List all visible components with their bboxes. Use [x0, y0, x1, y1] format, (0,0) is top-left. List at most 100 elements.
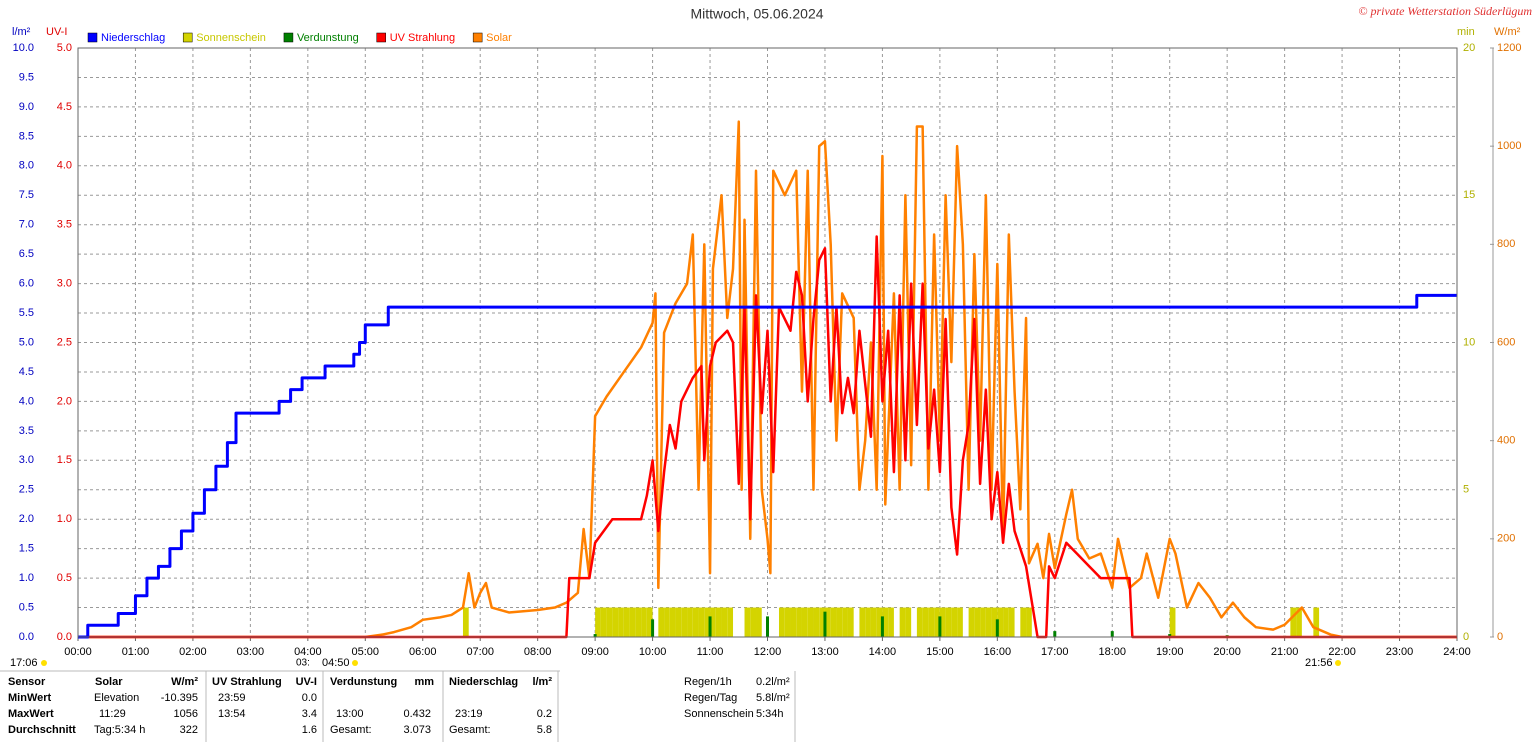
plot-frame: [77, 47, 1458, 638]
evaporation-bar: [1168, 634, 1172, 637]
sunshine-bar: [692, 607, 699, 637]
legend-swatch: [376, 32, 386, 43]
sunshine-bar: [687, 607, 693, 637]
legend-label: Verdunstung: [297, 32, 359, 44]
sunshine-bar: [801, 607, 808, 637]
y-tick-label: 2.5: [19, 484, 34, 496]
sunshine-bar: [1313, 607, 1320, 637]
evaporation-bar: [766, 616, 769, 637]
evaporation-bar: [708, 616, 712, 637]
y-tick-label: 1.0: [19, 572, 34, 584]
legend: Niederschlag Sonnenschein Verdunstung UV St…: [87, 32, 512, 44]
sun-marker: 17:06: [10, 657, 38, 669]
x-tick-label: 07:00: [466, 646, 494, 658]
evaporation-bar: [593, 634, 597, 637]
cell: W/m²: [171, 676, 198, 688]
y-tick-label: 15: [1463, 189, 1475, 201]
x-tick-label: 21:00: [1271, 646, 1299, 658]
sunshine-bar: [985, 607, 992, 637]
cell: Niederschlag: [449, 676, 518, 688]
cell: 1056: [174, 708, 198, 720]
sunshine-bar: [916, 607, 923, 637]
y-tick-label: 0.0: [57, 631, 72, 643]
y-tick-label: 3.0: [19, 454, 34, 466]
y-tick-label: 1.5: [57, 454, 72, 466]
cell: 322: [180, 724, 198, 736]
evaporation-bar: [1110, 631, 1114, 637]
cell: Gesamt:: [330, 724, 372, 736]
sunshine-bar: [847, 607, 854, 637]
y-tick-label: 4.5: [57, 101, 72, 113]
sunshine-bar: [1290, 607, 1297, 637]
sunshine-bar: [790, 607, 797, 637]
y-tick-label: 0.5: [57, 572, 72, 584]
y-tick-label: 3.0: [57, 278, 72, 290]
sunshine-bar: [980, 607, 986, 637]
sunshine-bar: [612, 607, 619, 637]
y-tick-label: 0: [1463, 631, 1469, 643]
y-tick-label: 10: [1463, 336, 1475, 348]
sunshine-bar: [756, 607, 762, 637]
x-tick-label: 09:00: [581, 646, 609, 658]
evaporation-bar: [823, 611, 827, 637]
axis-unit: UV-I: [46, 26, 67, 38]
x-tick-label: 15:00: [926, 646, 954, 658]
sunshine-bar: [796, 607, 802, 637]
sunshine-bar: [727, 607, 734, 637]
cell: 23:19: [455, 708, 483, 720]
x-tick-label: 04:00: [294, 646, 322, 658]
y-tick-label: 0.5: [19, 601, 34, 613]
cell: 0.432: [403, 708, 431, 720]
sunshine-bar: [750, 607, 757, 637]
legend-label: Solar: [486, 32, 512, 44]
legend-swatch: [472, 32, 483, 43]
sunshine-bar: [710, 607, 716, 637]
sunshine-bar: [830, 607, 837, 637]
cell: -10.395: [161, 692, 198, 704]
sunshine-bar: [715, 607, 722, 637]
x-tick-label: 24:00: [1443, 646, 1471, 658]
sunshine-bar: [882, 607, 889, 637]
sunshine-bar: [997, 607, 1004, 637]
cell: 1.6: [302, 724, 317, 736]
evaporation-bar: [938, 616, 942, 637]
sun-icon: [352, 660, 358, 666]
cell: Tag:5:34 h: [94, 724, 145, 736]
sunshine-bar: [888, 607, 894, 637]
sunshine-bar: [1020, 607, 1027, 637]
evaporation-bar: [1053, 631, 1057, 637]
cell: Sensor: [8, 676, 46, 688]
x-tick-label: 03:00: [237, 646, 265, 658]
sunshine-bar: [899, 607, 906, 637]
sunshine-bar: [1003, 607, 1009, 637]
cell: MinWert: [8, 692, 52, 704]
y-tick-label: 0: [1497, 631, 1503, 643]
sunshine-bar: [813, 607, 820, 637]
y-tick-label: 5: [1463, 484, 1469, 496]
sunshine-bar: [635, 607, 642, 637]
y-tick-label: 4.0: [19, 395, 34, 407]
evaporation-bar: [880, 616, 884, 637]
y-tick-label: 6.5: [19, 248, 34, 260]
sunshine-bar: [462, 607, 469, 637]
x-tick-label: 12:00: [754, 646, 782, 658]
cell: Gesamt:: [449, 724, 491, 736]
evaporation-bar: [995, 619, 999, 637]
legend-swatch: [283, 32, 294, 43]
x-tick-label: 16:00: [984, 646, 1012, 658]
y-tick-label: 3.5: [19, 425, 34, 437]
cell: Solar: [95, 676, 123, 688]
cell: UV Strahlung: [212, 676, 282, 688]
sunshine-bar: [778, 607, 785, 637]
sunshine-bar: [1296, 607, 1302, 637]
x-tick-label: 00:00: [64, 646, 92, 658]
x-tick-label: 11:00: [697, 646, 724, 658]
sunshine-bar: [1169, 607, 1176, 637]
summary-label: Regen/1h: [684, 676, 732, 688]
x-tick-label: 23:00: [1386, 646, 1414, 658]
sunshine-bar: [1026, 607, 1032, 637]
x-tick-label: 10:00: [639, 646, 667, 658]
cell: 3.4: [302, 708, 317, 720]
plot: [78, 120, 1457, 639]
y-tick-label: 5.5: [19, 307, 34, 319]
